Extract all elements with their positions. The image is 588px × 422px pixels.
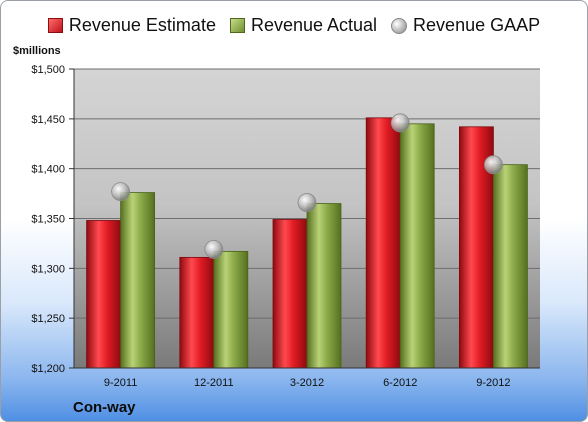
y-tick-label: $1,300 <box>31 263 65 275</box>
marker-revenue-gaap <box>297 193 317 212</box>
x-tick-label: 3-2012 <box>290 377 324 389</box>
marker-revenue-gaap <box>390 113 410 133</box>
bar-revenue-estimate <box>86 220 121 369</box>
y-tick-label: $1,500 <box>31 64 65 76</box>
marker-revenue-gaap <box>483 155 503 175</box>
y-tick-label: $1,350 <box>31 214 65 226</box>
bar-revenue-actual <box>213 250 249 369</box>
legend-swatch-actual <box>229 18 245 33</box>
legend-swatch-gaap <box>391 17 408 34</box>
legend-label-actual: Revenue Actual <box>250 15 378 35</box>
bar-revenue-actual <box>306 203 342 369</box>
marker-revenue-gaap <box>111 182 130 201</box>
company-name: Con-way <box>73 399 136 416</box>
legend-item-estimate: Revenue Estimate <box>47 15 216 36</box>
bar-revenue-estimate <box>272 219 308 369</box>
bar-revenue-actual <box>399 123 435 369</box>
bar-revenue-actual <box>492 164 528 369</box>
legend: Revenue Estimate Revenue Actual Revenue … <box>1 15 587 36</box>
y-tick-label: $1,250 <box>31 313 65 325</box>
x-tick-label: 9-2011 <box>104 377 137 389</box>
y-axis-unit-label: $millions <box>13 45 61 57</box>
legend-item-gaap: Revenue GAAP <box>391 15 540 36</box>
y-tick-label: $1,400 <box>31 164 65 176</box>
x-tick-label: 6-2012 <box>383 377 417 389</box>
y-tick-label: $1,200 <box>31 363 65 375</box>
marker-revenue-gaap <box>204 239 224 259</box>
legend-label-gaap: Revenue GAAP <box>413 15 541 35</box>
bar-revenue-actual <box>120 192 155 369</box>
x-tick-label: 9-2012 <box>476 377 510 389</box>
bar-revenue-estimate <box>458 126 494 369</box>
y-tick-label: $1,450 <box>31 114 65 126</box>
bar-revenue-estimate <box>365 117 401 369</box>
legend-swatch-estimate <box>47 18 63 33</box>
bar-revenue-estimate <box>179 256 215 369</box>
legend-label-estimate: Revenue Estimate <box>68 15 216 35</box>
legend-item-actual: Revenue Actual <box>229 15 378 36</box>
x-tick-label: 12-2011 <box>194 377 234 389</box>
